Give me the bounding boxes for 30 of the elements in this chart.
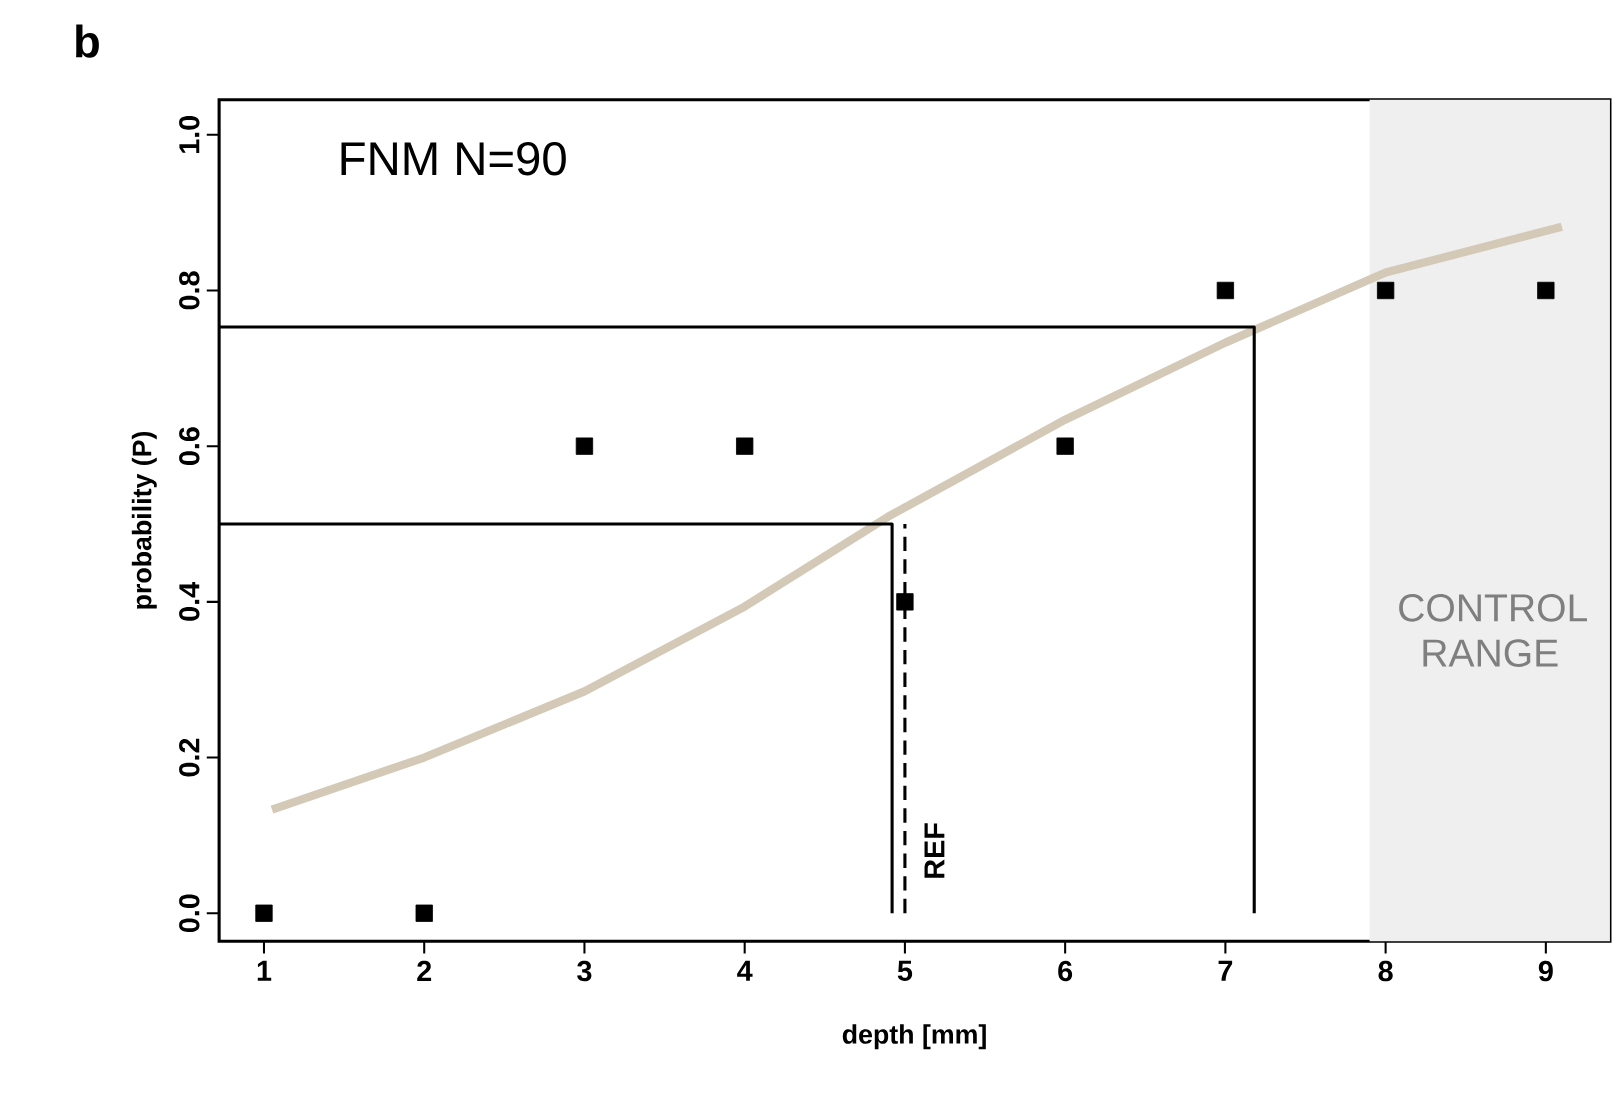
- point: [255, 904, 273, 922]
- point: [575, 437, 594, 455]
- x-tick-label: 6: [1058, 960, 1073, 982]
- y-tick-label: 0.6: [179, 427, 200, 466]
- point: [415, 904, 433, 922]
- y-axis-title: probability (P): [131, 431, 157, 609]
- point: [1376, 281, 1395, 300]
- point: [896, 593, 914, 611]
- x-tick-label: 1: [257, 960, 272, 981]
- x-axis-title: depth [mm]: [842, 1024, 986, 1050]
- point: [736, 437, 754, 455]
- y-tick-label: 1.0: [179, 115, 200, 154]
- point: [1537, 281, 1555, 300]
- annotation: FNM N=90: [341, 141, 566, 176]
- y-tick-label: 0.0: [179, 894, 200, 933]
- y-tick-label: 0.2: [179, 738, 200, 777]
- band-label: CONTROL RANGE: [1399, 594, 1587, 667]
- x-tick-label: 2: [417, 960, 432, 981]
- x-tick-label: 9: [1538, 960, 1553, 982]
- annotation: REF: [924, 823, 945, 878]
- y-tick-label: 0.4: [179, 581, 200, 621]
- y-tick-label: 0.8: [179, 271, 200, 310]
- x-tick-label: 8: [1378, 960, 1393, 982]
- point: [1216, 281, 1235, 300]
- x-tick-label: 5: [897, 960, 913, 981]
- chart-title: b: [76, 24, 99, 58]
- x-tick-label: 4: [737, 960, 753, 981]
- point: [1056, 437, 1074, 455]
- x-tick-label: 3: [577, 960, 592, 982]
- x-tick-label: 7: [1218, 960, 1233, 981]
